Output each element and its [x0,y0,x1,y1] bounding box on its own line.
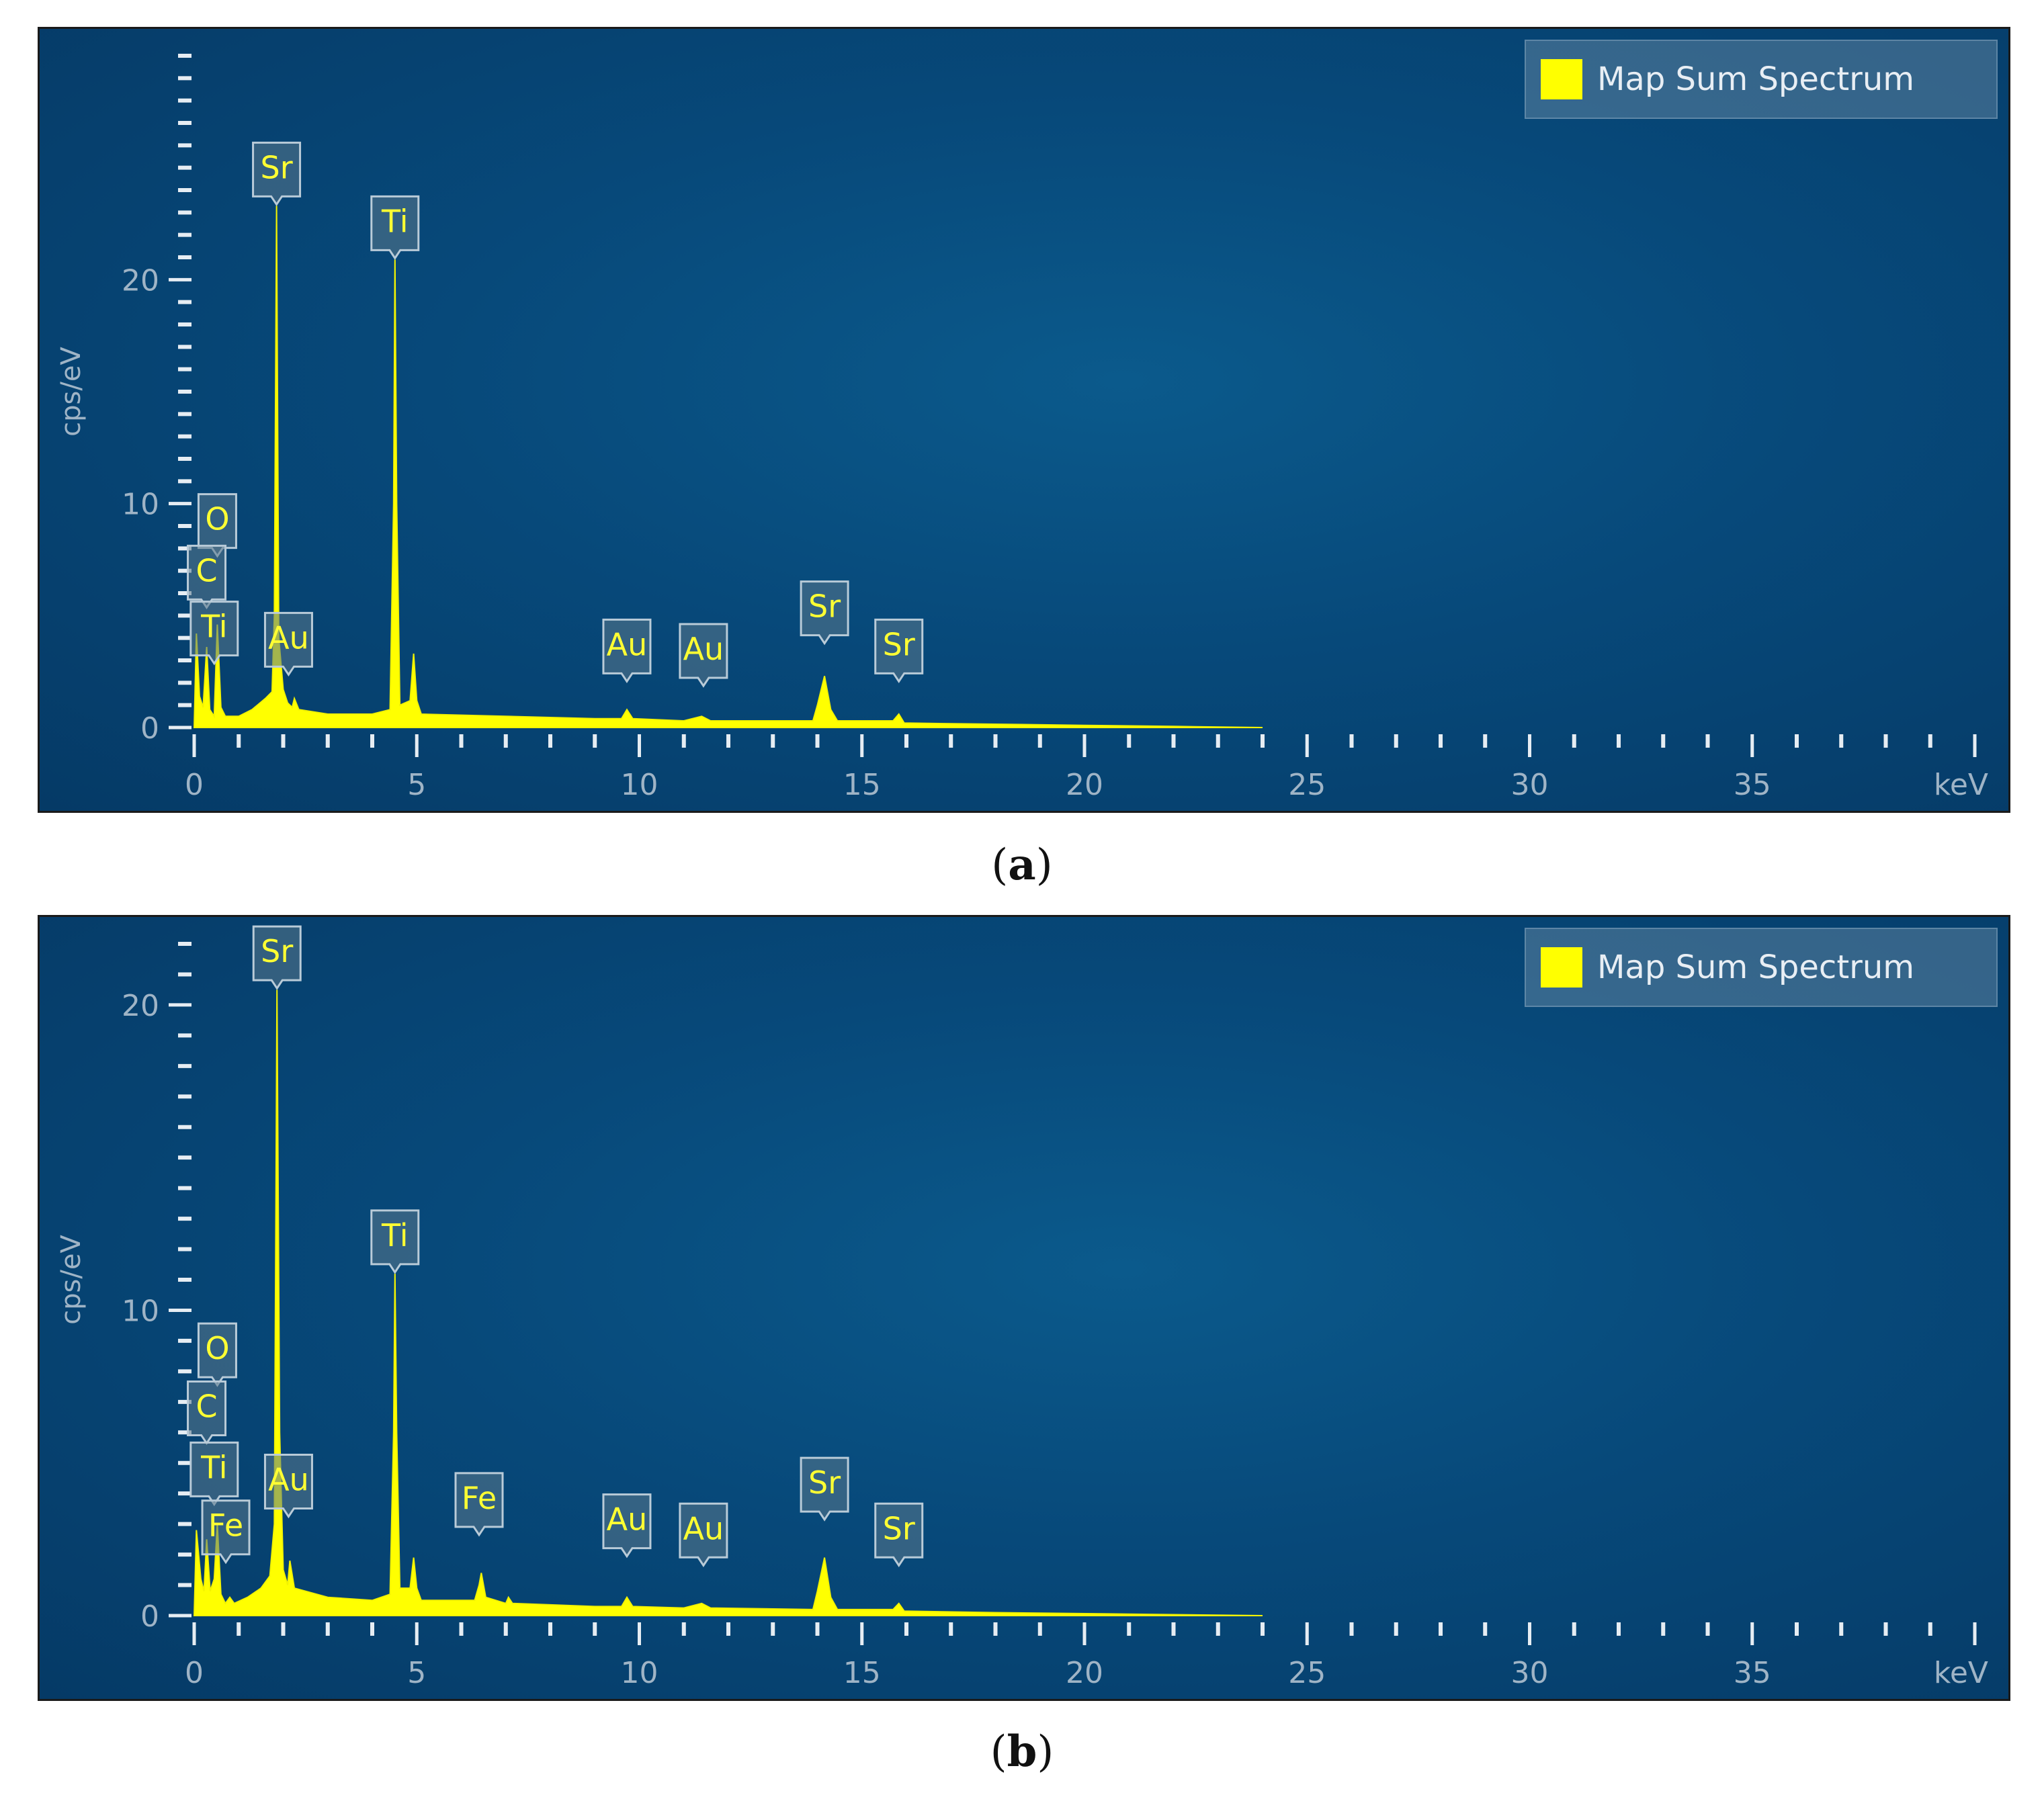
peak-label-c: C [187,1380,227,1446]
y-tick-label: 10 [122,488,159,522]
x-tick-label: 30 [1511,1656,1549,1690]
peak-label-au: Au [679,623,728,688]
legend-label-a: Map Sum Spectrum [1597,60,1915,98]
peak-label-ti: Ti [189,1441,239,1507]
legend-swatch-a [1541,59,1582,99]
legend-a: Map Sum Spectrum [1525,40,1998,119]
svg-text:Au: Au [607,1501,648,1538]
peak-label-au: Au [602,1493,652,1559]
x-tick-label: 15 [843,768,881,802]
peak-label-au: Au [263,1454,313,1519]
svg-text:Fe: Fe [208,1507,243,1544]
svg-text:O: O [205,501,229,537]
peak-label-fe: Fe [454,1472,504,1537]
x-tick-label: 0 [185,768,204,802]
peak-label-au: Au [679,1502,728,1567]
svg-text:C: C [196,1388,217,1424]
svg-text:Fe: Fe [462,1480,497,1516]
y-tick-label: 0 [140,1599,159,1634]
x-tick-label: 5 [407,768,426,802]
svg-text:O: O [205,1330,229,1366]
peak-label-sr: Sr [874,618,924,684]
peak-label-au: Au [602,618,652,684]
x-tick-label: 35 [1734,768,1771,802]
y-tick-label: 0 [140,711,159,746]
y-axis-label: cps/eV [56,1235,87,1325]
x-tick-label: 10 [621,768,658,802]
x-tick-label: 35 [1734,1656,1771,1690]
svg-text:Au: Au [268,1462,309,1498]
y-tick-label: 20 [122,263,159,298]
peak-label-au: Au [263,611,313,677]
x-tick-label: 20 [1066,1656,1103,1690]
x-tick-label: 0 [185,1656,204,1690]
svg-text:C: C [196,552,217,588]
peak-label-fe: Fe [201,1499,251,1565]
spectrum-chart-a: 0 10 20 0 5 10 15 20 25 30 35 keV cps/eV Sr Ti OC Ti Au Au… [56,54,1988,802]
x-axis-label: keV [1934,1656,1988,1690]
x-axis-label: keV [1934,768,1988,802]
peak-label-sr: Sr [800,1456,849,1522]
spectrum-panel-b: 0 10 20 0 5 10 15 20 25 30 35 keV cps/eV Sr Ti O C Ti Fe Au… [38,915,2010,1701]
svg-text:Sr: Sr [261,149,293,185]
svg-text:Sr: Sr [883,626,915,662]
svg-text:Ti: Ti [200,1449,227,1485]
peak-label-ti: Ti [189,601,239,666]
legend-label-b: Map Sum Spectrum [1597,949,1915,986]
peak-label-o: O [197,1322,237,1387]
x-tick-label: 30 [1511,768,1549,802]
x-tick-label: 20 [1066,768,1103,802]
spectrum-panel-a: 0 10 20 0 5 10 15 20 25 30 35 keV cps/eV Sr Ti O C Ti Au Au… [38,27,2010,813]
legend-b: Map Sum Spectrum [1525,928,1998,1007]
x-tick-label: 25 [1288,1656,1326,1690]
peak-label-ti: Ti [370,1209,420,1274]
peak-label-sr: Sr [252,925,302,990]
x-tick-label: 5 [407,1656,426,1690]
spectrum-series-a [193,206,1263,728]
svg-text:Au: Au [268,619,309,656]
svg-text:Au: Au [683,1510,724,1546]
peak-label-sr: Sr [800,580,849,646]
x-tick-label: 25 [1288,768,1326,802]
x-tick-label: 15 [843,1656,881,1690]
panel-caption-b: (b) [990,1726,1054,1777]
spectrum-series-b [193,990,1263,1616]
x-tick-label: 10 [621,1656,658,1690]
spectrum-chart-b: 0 10 20 0 5 10 15 20 25 30 35 keV cps/eV Sr Ti OC Ti Fe Au… [56,925,1988,1690]
svg-text:Au: Au [607,626,648,662]
y-axis-label: cps/eV [56,347,87,437]
y-tick-label: 20 [122,989,159,1023]
peak-label-ti: Ti [370,195,420,261]
peak-label-sr: Sr [252,141,302,207]
svg-text:Sr: Sr [808,1464,841,1501]
legend-swatch-b [1541,947,1582,988]
svg-text:Ti: Ti [200,609,227,645]
svg-text:Sr: Sr [261,933,293,969]
panel-caption-a: (a) [991,840,1053,890]
svg-text:Sr: Sr [883,1510,915,1546]
svg-text:Ti: Ti [381,203,408,239]
svg-text:Ti: Ti [381,1217,408,1254]
peak-label-c: C [187,544,227,610]
peak-label-sr: Sr [874,1502,924,1567]
svg-text:Au: Au [683,631,724,667]
svg-text:Sr: Sr [808,588,841,625]
y-tick-label: 10 [122,1294,159,1328]
